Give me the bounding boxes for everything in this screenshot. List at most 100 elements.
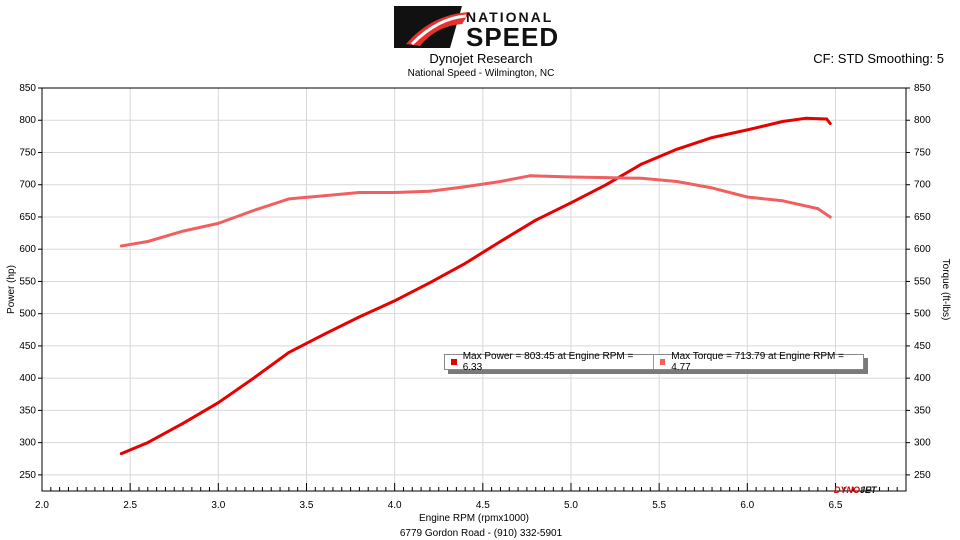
y2-tick-label: 350 [914,405,931,416]
x-tick-label: 4.0 [388,500,402,511]
x-tick-label: 4.5 [476,500,490,511]
data-point-power [357,315,361,319]
data-point-torque [393,191,397,194]
data-point-power [828,122,832,125]
legend-text-power: Max Power = 803.45 at Engine RPM = 6.33 [462,351,634,373]
legend-swatch-power [451,359,457,365]
national-speed-logo: NATIONAL SPEED [394,6,559,50]
y2-tick-label: 850 [914,83,931,94]
data-point-power [804,116,807,120]
data-point-torque [828,215,832,219]
y-tick-label: 850 [19,83,36,94]
data-point-torque [119,244,123,248]
data-point-power [499,240,502,243]
y-tick-label: 350 [19,405,36,416]
dynojet-badge-dyno: DYNO [834,485,861,495]
y-tick-label: 250 [19,470,36,481]
x-tick-label: 3.5 [300,500,314,511]
data-point-power [604,183,608,187]
data-point-torque [357,191,361,194]
x-tick-label: 2.0 [35,500,49,511]
data-point-power [534,218,538,222]
data-point-power [393,299,397,303]
data-point-power [710,136,714,140]
legend-swatch-torque [659,359,666,365]
data-point-power [252,376,255,380]
data-point-torque [640,176,643,180]
dynojet-badge: DYNOJET [834,485,877,495]
data-point-torque [745,195,749,199]
data-point-power [119,452,123,456]
cf-smoothing-text: CF: STD Smoothing: 5 [813,51,944,66]
y2-tick-label: 800 [914,115,931,126]
data-point-torque [322,194,326,198]
dynojet-badge-jet: JET [860,485,877,495]
data-point-power [781,120,784,123]
y-tick-label: 500 [19,309,36,320]
legend-item-power: Max Power = 803.45 at Engine RPM = 6.33 [445,351,653,373]
data-point-torque [463,185,467,189]
data-point-torque [252,209,255,212]
y-tick-label: 400 [19,373,36,384]
y2-tick-label: 400 [914,373,931,384]
data-point-torque [781,199,784,203]
x-tick-label: 6.5 [829,500,843,511]
data-point-torque [816,207,820,210]
data-point-power [216,401,220,405]
x-tick-label: 3.0 [211,500,225,511]
y-tick-label: 800 [19,115,36,126]
y2-tick-label: 500 [914,309,931,320]
legend-item-torque: Max Torque = 713.79 at Engine RPM = 4.77 [652,351,863,373]
data-point-power [428,281,432,285]
data-point-torque [675,180,679,183]
data-point-torque [604,176,608,180]
data-point-torque [710,186,714,190]
y2-tick-label: 650 [914,212,931,223]
x-tick-label: 5.0 [564,500,578,511]
data-point-power [287,350,291,354]
chart-title: Dynojet Research [429,51,533,66]
data-point-power [640,162,643,166]
series-line-torque [119,174,832,248]
y2-tick-label: 450 [914,341,931,352]
data-point-torque [529,174,532,178]
brand-bottom-text: SPEED [466,22,559,50]
legend: Max Power = 803.45 at Engine RPM = 6.33 … [444,351,864,373]
plot-area [41,87,907,492]
y-tick-label: 700 [19,180,36,191]
y-tick-label: 450 [19,341,36,352]
x-tick-label: 6.0 [740,500,754,511]
data-point-power [675,147,679,151]
y2-tick-label: 550 [914,276,931,287]
y-axis-label: Power (hp) [6,265,17,314]
data-point-power [745,128,749,132]
data-point-power [146,441,150,445]
chart-subtitle: National Speed - Wilmington, NC [407,68,555,79]
plot-frame [41,87,907,492]
y-tick-label: 550 [19,276,36,287]
data-point-power [463,261,467,265]
y-tick-label: 650 [19,212,36,223]
y2-tick-label: 700 [914,180,931,191]
y2-axis-label: Torque (ft-lbs) [940,259,951,321]
data-point-torque [181,229,185,233]
data-point-power [825,117,829,121]
data-point-torque [499,180,502,183]
data-point-power [569,201,573,205]
legend-text-torque: Max Torque = 713.79 at Engine RPM = 4.77 [671,351,844,373]
brand-top-text: NATIONAL [466,9,553,25]
data-point-power [181,421,185,425]
data-point-torque [216,222,220,225]
y-tick-label: 300 [19,438,36,449]
y2-tick-label: 600 [914,244,931,255]
y2-tick-label: 750 [914,147,931,158]
x-tick-label: 5.5 [652,500,666,511]
data-point-torque [569,175,573,179]
y-tick-label: 750 [19,147,36,158]
y2-tick-label: 250 [914,470,931,481]
x-tick-label: 2.5 [123,500,137,511]
footer-address: 6779 Gordon Road - (910) 332-5901 [399,528,563,539]
data-point-torque [287,197,291,201]
data-point-torque [146,240,150,243]
